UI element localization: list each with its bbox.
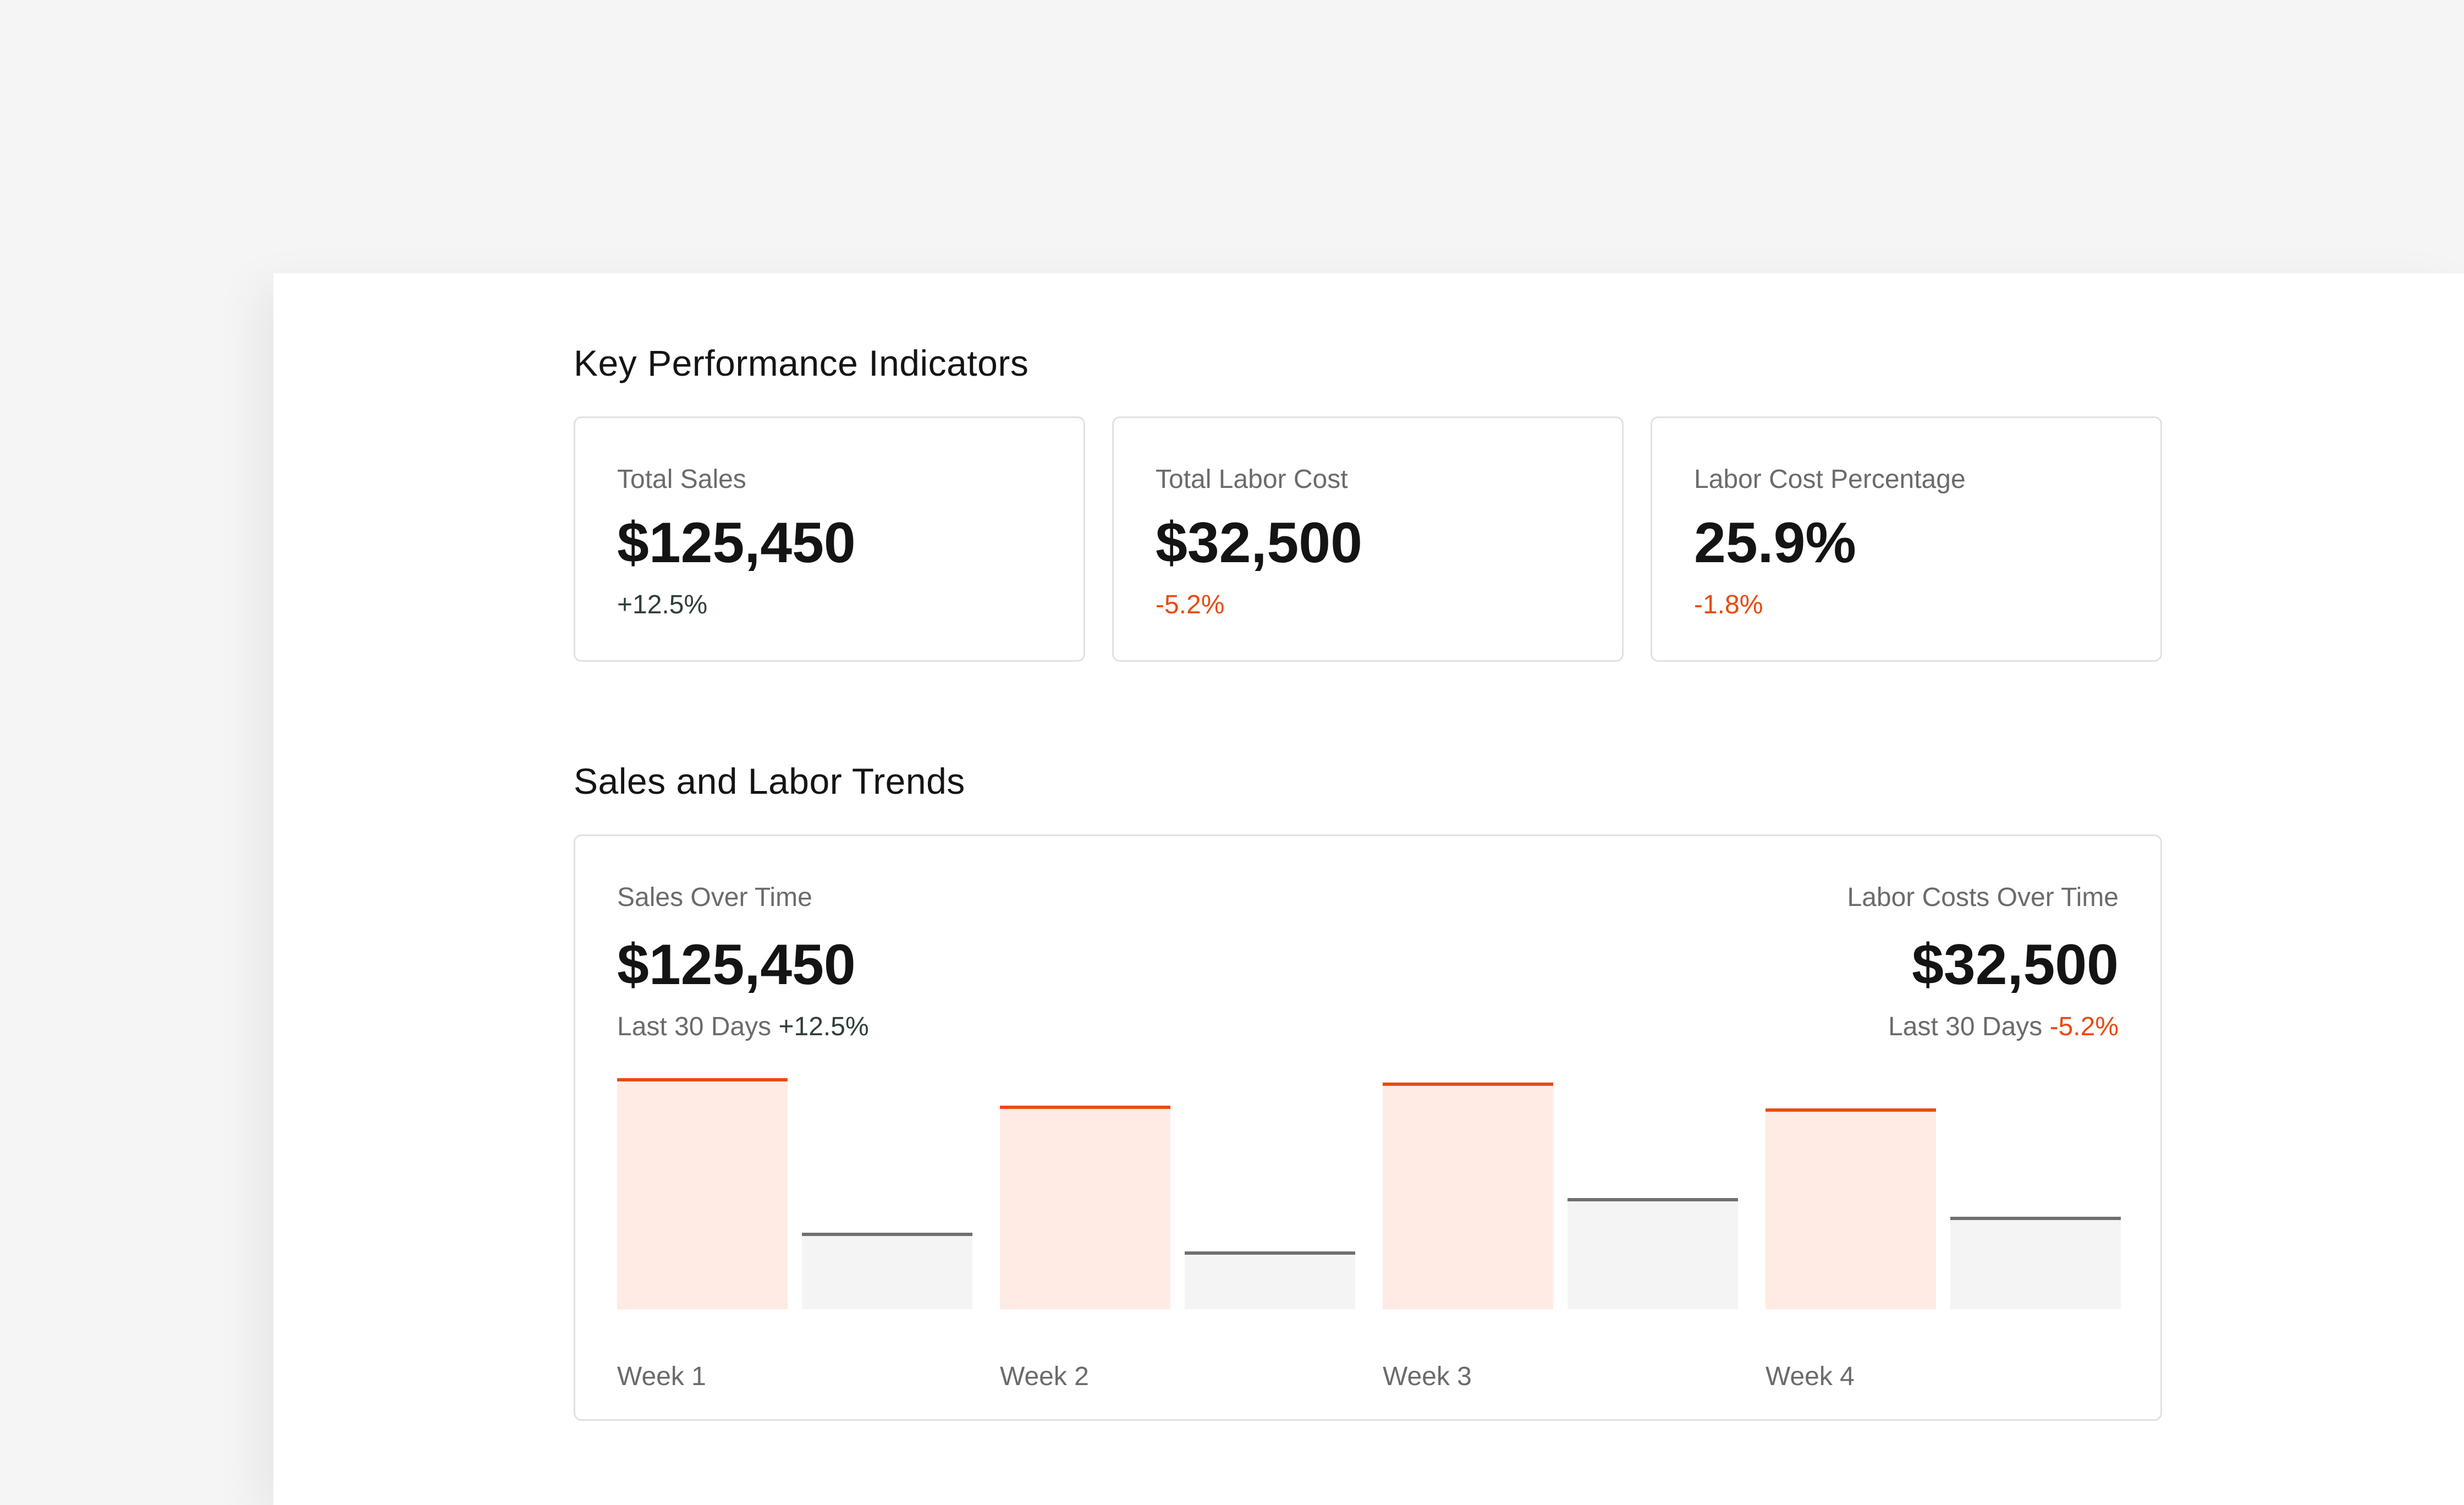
kpi-section-title: Key Performance Indicators: [574, 343, 1029, 383]
sales-summary: Sales Over Time $125,450 Last 30 Days +1…: [617, 882, 869, 1042]
sales-over-time-label: Sales Over Time: [617, 883, 812, 912]
sales-labor-trend-card: Sales Over Time $125,450 Last 30 Days +1…: [574, 834, 2162, 1421]
kpi-label: Labor Cost Percentage: [1694, 465, 1966, 494]
labor-total-value: $32,500: [1912, 933, 2119, 997]
sales-bar: [1383, 1083, 1553, 1309]
sales-period-row: Last 30 Days +12.5%: [617, 1012, 869, 1042]
labor-over-time-label: Labor Costs Over Time: [1847, 883, 2119, 912]
week-label: Week 2: [1000, 1362, 1089, 1391]
kpi-value: $125,450: [617, 511, 856, 575]
kpi-value: $32,500: [1156, 511, 1362, 575]
labor-bar: [1185, 1251, 1355, 1309]
labor-bar: [802, 1233, 972, 1309]
labor-summary: Labor Costs Over Time $32,500 Last 30 Da…: [1847, 882, 2119, 1042]
kpi-label: Total Labor Cost: [1156, 465, 1348, 494]
kpi-change: +12.5%: [617, 590, 708, 619]
sales-total-value: $125,450: [617, 933, 856, 997]
sales-bar: [617, 1078, 788, 1309]
kpi-change: -5.2%: [1156, 590, 1225, 619]
week-label: Week 4: [1766, 1362, 1855, 1391]
sales-change: +12.5%: [778, 1012, 869, 1041]
kpi-value: 25.9%: [1694, 511, 1856, 575]
sales-bar: [1000, 1106, 1170, 1309]
kpi-card-total-labor-cost: Total Labor Cost $32,500 -5.2%: [1112, 416, 1624, 662]
labor-period-row: Last 30 Days -5.2%: [1847, 1012, 2119, 1042]
kpi-change: -1.8%: [1694, 590, 1763, 619]
sales-period: Last 30 Days: [617, 1012, 772, 1041]
labor-change: -5.2%: [2049, 1012, 2119, 1041]
labor-bar: [1568, 1198, 1738, 1309]
week-label: Week 1: [617, 1362, 706, 1391]
sales-labor-bar-chart: [617, 1078, 2122, 1309]
kpi-label: Total Sales: [617, 465, 746, 494]
dashboard-panel: Key Performance Indicators Total Sales $…: [273, 273, 2464, 1505]
trends-section-title: Sales and Labor Trends: [574, 761, 965, 801]
labor-bar: [1950, 1217, 2121, 1309]
sales-bar: [1766, 1108, 1936, 1309]
kpi-card-labor-cost-percentage: Labor Cost Percentage 25.9% -1.8%: [1651, 416, 2162, 662]
week-label: Week 3: [1383, 1362, 1472, 1391]
labor-period: Last 30 Days: [1888, 1012, 2043, 1041]
kpi-card-total-sales: Total Sales $125,450 +12.5%: [574, 416, 1085, 662]
